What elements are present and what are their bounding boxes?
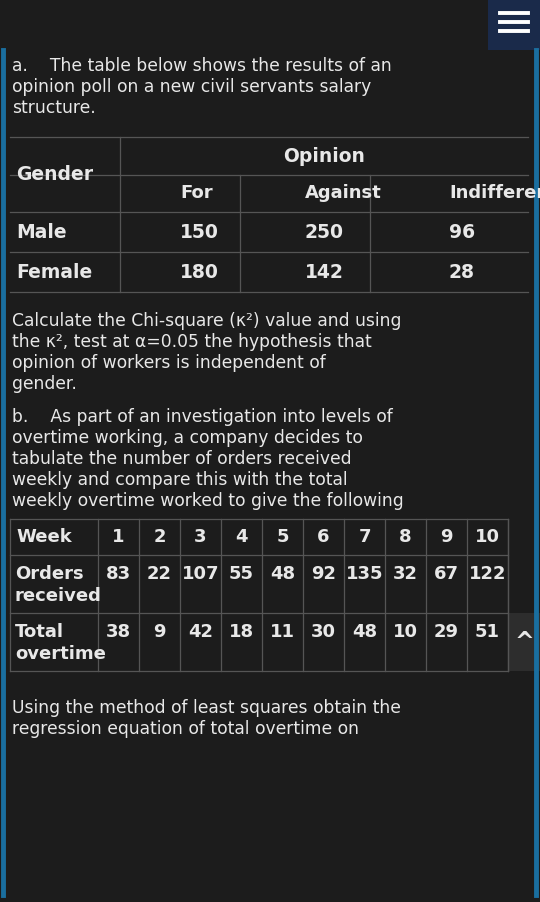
Text: 1: 1 bbox=[112, 528, 125, 546]
FancyBboxPatch shape bbox=[488, 0, 540, 50]
Text: 22: 22 bbox=[147, 565, 172, 583]
Text: Against: Against bbox=[305, 185, 382, 203]
Text: gender.: gender. bbox=[12, 375, 77, 393]
Text: Calculate the Chi-square (κ²) value and using: Calculate the Chi-square (κ²) value and … bbox=[12, 312, 401, 330]
Text: 6: 6 bbox=[318, 528, 330, 546]
Text: b.    As part of an investigation into levels of: b. As part of an investigation into leve… bbox=[12, 408, 393, 426]
Text: overtime: overtime bbox=[15, 645, 106, 663]
Text: 9: 9 bbox=[440, 528, 453, 546]
Text: 107: 107 bbox=[182, 565, 219, 583]
Text: opinion poll on a new civil servants salary: opinion poll on a new civil servants sal… bbox=[12, 78, 372, 96]
Text: 92: 92 bbox=[311, 565, 336, 583]
Text: 51: 51 bbox=[475, 622, 500, 640]
Text: 8: 8 bbox=[399, 528, 412, 546]
Text: 7: 7 bbox=[358, 528, 371, 546]
Text: Week: Week bbox=[16, 528, 72, 546]
Text: a.    The table below shows the results of an: a. The table below shows the results of … bbox=[12, 57, 392, 75]
Text: 9: 9 bbox=[153, 622, 166, 640]
Text: 48: 48 bbox=[352, 622, 377, 640]
Text: tabulate the number of orders received: tabulate the number of orders received bbox=[12, 450, 352, 468]
Text: 30: 30 bbox=[311, 622, 336, 640]
Text: 10: 10 bbox=[393, 622, 418, 640]
Text: 150: 150 bbox=[180, 223, 219, 242]
Text: Indifferent: Indifferent bbox=[449, 185, 540, 203]
Text: 122: 122 bbox=[469, 565, 507, 583]
Text: the κ², test at α=0.05 the hypothesis that: the κ², test at α=0.05 the hypothesis th… bbox=[12, 333, 372, 351]
Text: structure.: structure. bbox=[12, 99, 96, 117]
Text: opinion of workers is independent of: opinion of workers is independent of bbox=[12, 354, 326, 372]
Text: 55: 55 bbox=[229, 565, 254, 583]
Text: 38: 38 bbox=[106, 622, 131, 640]
Text: 32: 32 bbox=[393, 565, 418, 583]
Text: 67: 67 bbox=[434, 565, 459, 583]
Text: Gender: Gender bbox=[16, 165, 93, 184]
FancyBboxPatch shape bbox=[508, 613, 540, 671]
Text: 83: 83 bbox=[106, 565, 131, 583]
Text: ^: ^ bbox=[514, 630, 534, 654]
Text: weekly overtime worked to give the following: weekly overtime worked to give the follo… bbox=[12, 492, 403, 510]
Text: Female: Female bbox=[16, 262, 92, 281]
Text: 28: 28 bbox=[449, 262, 475, 281]
Text: Opinion: Opinion bbox=[283, 146, 365, 165]
Text: Male: Male bbox=[16, 223, 66, 242]
Text: 4: 4 bbox=[235, 528, 248, 546]
Text: 42: 42 bbox=[188, 622, 213, 640]
Text: For: For bbox=[180, 185, 213, 203]
Text: 142: 142 bbox=[305, 262, 344, 281]
Text: 250: 250 bbox=[305, 223, 344, 242]
Text: 3: 3 bbox=[194, 528, 207, 546]
Text: received: received bbox=[15, 587, 102, 605]
Text: Orders: Orders bbox=[15, 565, 84, 583]
Text: Using the method of least squares obtain the: Using the method of least squares obtain… bbox=[12, 699, 401, 717]
Text: overtime working, a company decides to: overtime working, a company decides to bbox=[12, 429, 363, 447]
Text: 11: 11 bbox=[270, 622, 295, 640]
Text: regression equation of total overtime on: regression equation of total overtime on bbox=[12, 720, 359, 738]
Text: 96: 96 bbox=[449, 223, 475, 242]
Text: 18: 18 bbox=[229, 622, 254, 640]
Text: 5: 5 bbox=[276, 528, 289, 546]
Text: 2: 2 bbox=[153, 528, 166, 546]
Text: 180: 180 bbox=[180, 262, 219, 281]
Text: weekly and compare this with the total: weekly and compare this with the total bbox=[12, 471, 348, 489]
Text: 135: 135 bbox=[346, 565, 383, 583]
Text: 48: 48 bbox=[270, 565, 295, 583]
Text: 29: 29 bbox=[434, 622, 459, 640]
Text: 10: 10 bbox=[475, 528, 500, 546]
Text: Total: Total bbox=[15, 623, 64, 641]
